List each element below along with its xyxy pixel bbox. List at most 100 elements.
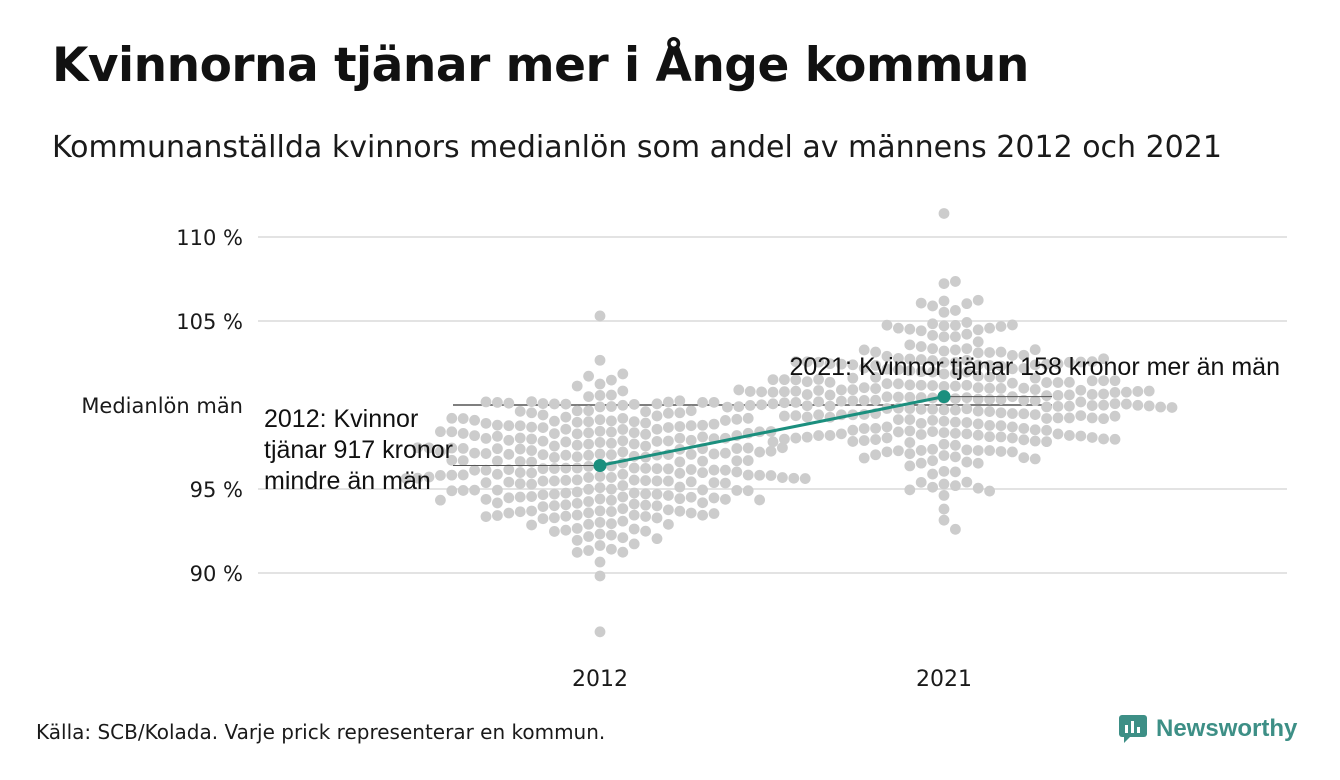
municipality-dot (893, 352, 904, 364)
municipality-dot (685, 491, 697, 503)
municipality-dot (950, 356, 961, 368)
municipality-dot (617, 491, 629, 503)
municipality-dot (731, 466, 743, 478)
municipality-dot (640, 462, 651, 474)
municipality-dot (492, 430, 503, 442)
municipality-dot (915, 476, 927, 488)
municipality-dot (950, 404, 961, 416)
municipality-dot (663, 396, 674, 408)
municipality-dot (628, 416, 640, 428)
municipality-dot (583, 496, 594, 507)
municipality-dot (514, 443, 526, 455)
municipality-dot (526, 407, 537, 419)
municipality-dot (480, 417, 492, 429)
municipality-dot (972, 324, 984, 336)
municipality-dot (651, 512, 663, 524)
municipality-dot (617, 468, 629, 480)
municipality-dot (950, 480, 961, 492)
municipality-dot (1075, 430, 1087, 442)
municipality-dot (503, 464, 515, 476)
municipality-dot (549, 500, 560, 512)
municipality-dot (571, 486, 583, 498)
municipality-dot (628, 538, 640, 550)
municipality-dot (813, 385, 824, 396)
municipality-dot (799, 473, 811, 484)
gridlines (258, 236, 1287, 574)
municipality-dot (858, 382, 870, 394)
municipality-dot (756, 386, 767, 398)
municipality-dot (640, 440, 651, 452)
highlight-series (593, 390, 951, 472)
municipality-dot (858, 435, 870, 446)
municipality-dot (480, 396, 492, 408)
municipality-dot (972, 418, 984, 430)
municipality-dot (674, 493, 686, 505)
municipality-dot (514, 491, 526, 503)
municipality-dot (1109, 375, 1121, 387)
municipality-dot (1052, 428, 1064, 440)
municipality-dot (961, 354, 973, 366)
municipality-dot (697, 431, 708, 443)
municipality-dot (1018, 382, 1030, 394)
municipality-dot (1018, 363, 1030, 374)
municipality-dot (824, 376, 836, 388)
municipality-dot (480, 477, 492, 489)
municipality-dot (731, 455, 743, 467)
municipality-dot (708, 477, 720, 489)
highlight-point-2021 (937, 390, 951, 404)
municipality-dot (972, 359, 984, 371)
municipality-dot (984, 485, 995, 497)
municipality-dot (594, 390, 606, 401)
municipality-dot (446, 454, 458, 466)
municipality-dot (801, 400, 813, 412)
municipality-dot (663, 463, 674, 475)
municipality-dot (492, 396, 503, 408)
municipality-dot (995, 371, 1007, 383)
municipality-dot (446, 426, 458, 438)
municipality-dot (927, 443, 938, 455)
municipality-dot (651, 410, 663, 422)
municipality-dot (1041, 377, 1052, 388)
municipality-dot (904, 414, 916, 425)
municipality-dot (938, 465, 950, 477)
municipality-dot (685, 434, 697, 446)
municipality-dot (824, 430, 836, 441)
municipality-dot (549, 475, 560, 487)
municipality-dot (824, 389, 836, 401)
municipality-dot (492, 468, 503, 480)
municipality-dot (606, 401, 617, 412)
municipality-dot (549, 526, 560, 537)
municipality-dot (950, 380, 961, 392)
municipality-dot (697, 467, 708, 479)
municipality-dot (1098, 375, 1109, 387)
reference-line-label: Medianlön män (81, 394, 243, 418)
municipality-dot (790, 432, 802, 444)
municipality-dot (722, 401, 733, 413)
municipality-dot (663, 504, 674, 516)
municipality-dot (1007, 377, 1018, 389)
municipality-dot (571, 405, 583, 417)
municipality-dot (560, 423, 572, 435)
municipality-dot (617, 435, 629, 447)
municipality-dot (1064, 376, 1075, 388)
municipality-dot (537, 435, 549, 447)
municipality-dot (995, 420, 1007, 432)
municipality-dot (640, 428, 651, 440)
municipality-dot (984, 360, 995, 371)
municipality-dot (1018, 394, 1030, 406)
municipality-dot (514, 478, 526, 490)
municipality-dot (606, 374, 617, 386)
municipality-dot (961, 392, 973, 404)
municipality-dot (606, 518, 617, 530)
municipality-dot (503, 420, 515, 432)
municipality-dot (961, 476, 973, 488)
municipality-dot (915, 417, 927, 429)
municipality-dot (984, 382, 995, 394)
municipality-dot (927, 481, 938, 493)
municipality-dot (1018, 423, 1030, 434)
municipality-dot (1007, 350, 1018, 361)
municipality-dot (663, 422, 674, 433)
municipality-dot (628, 474, 640, 486)
municipality-dot (583, 461, 594, 472)
municipality-dot (788, 472, 800, 484)
